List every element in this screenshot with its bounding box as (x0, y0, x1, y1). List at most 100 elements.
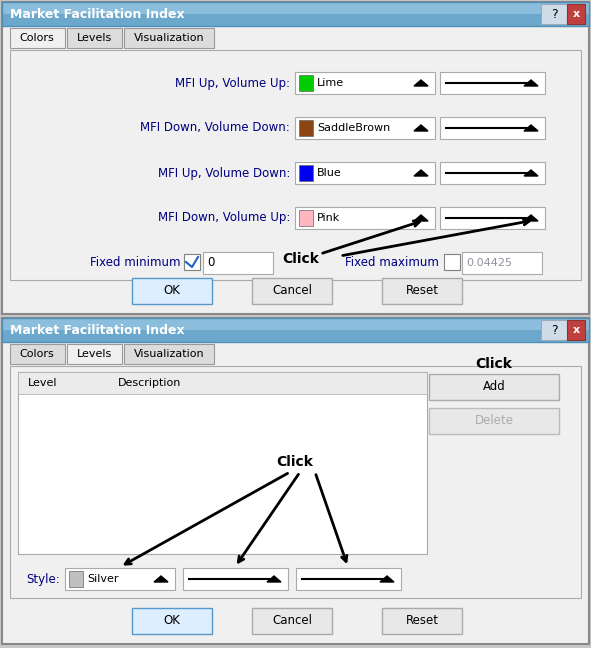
Bar (2, 318, 589, 330)
Text: Click: Click (277, 455, 313, 469)
Bar (295, 72, 435, 94)
Text: Pink: Pink (317, 213, 340, 223)
Text: x: x (573, 9, 580, 19)
Bar (10, 366, 581, 598)
Bar (295, 207, 435, 229)
Polygon shape (524, 80, 538, 86)
Text: Lime: Lime (317, 78, 344, 88)
Polygon shape (154, 576, 168, 582)
Text: MFI Down, Volume Down:: MFI Down, Volume Down: (140, 122, 290, 135)
Bar (429, 374, 559, 400)
Text: Fixed maximum: Fixed maximum (345, 257, 439, 270)
Bar (2, 14, 589, 26)
Bar (462, 252, 542, 274)
Bar (299, 210, 313, 226)
Bar (124, 28, 214, 48)
Bar (2, 2, 589, 26)
Bar (567, 4, 585, 24)
Polygon shape (524, 170, 538, 176)
Polygon shape (414, 170, 428, 176)
Polygon shape (524, 125, 538, 131)
Text: Delete: Delete (475, 415, 514, 428)
Text: Visualization: Visualization (134, 349, 204, 359)
Text: Levels: Levels (76, 349, 112, 359)
Bar (2, 318, 589, 342)
Text: Style:: Style: (26, 572, 60, 586)
Bar (541, 320, 567, 340)
Text: OK: OK (164, 614, 180, 627)
Bar (184, 254, 200, 270)
Text: Click: Click (476, 357, 512, 371)
Bar (295, 162, 435, 184)
Text: MFI Up, Volume Down:: MFI Up, Volume Down: (158, 167, 290, 179)
Bar (295, 117, 435, 139)
Text: OK: OK (164, 284, 180, 297)
Bar (124, 344, 214, 364)
Text: Fixed minimum: Fixed minimum (89, 257, 180, 270)
Bar (296, 568, 401, 590)
Bar (252, 278, 332, 304)
Bar (440, 207, 545, 229)
Bar (18, 372, 427, 394)
Bar (382, 608, 462, 634)
Bar (299, 120, 313, 136)
Bar (440, 162, 545, 184)
Text: ?: ? (551, 8, 557, 21)
Text: Level: Level (28, 378, 57, 388)
Bar (429, 408, 559, 434)
Bar (2, 318, 589, 644)
Bar (382, 278, 462, 304)
Text: MFI Down, Volume Up:: MFI Down, Volume Up: (158, 211, 290, 224)
Bar (10, 50, 581, 280)
Bar (2, 2, 589, 314)
Bar (132, 608, 212, 634)
Bar (444, 254, 460, 270)
Text: Cancel: Cancel (272, 284, 312, 297)
Text: Visualization: Visualization (134, 33, 204, 43)
Bar (440, 117, 545, 139)
Bar (299, 165, 313, 181)
Text: Blue: Blue (317, 168, 342, 178)
Bar (10, 28, 65, 48)
Bar (18, 372, 427, 554)
Bar (2, 330, 589, 342)
Bar (67, 344, 122, 364)
Text: ?: ? (551, 323, 557, 336)
Text: Description: Description (118, 378, 181, 388)
Text: Silver: Silver (87, 574, 119, 584)
Polygon shape (524, 215, 538, 221)
Text: 0: 0 (207, 257, 215, 270)
Bar (69, 571, 83, 587)
Bar (567, 320, 585, 340)
Bar (132, 278, 212, 304)
Bar (541, 4, 567, 24)
Text: Colors: Colors (20, 33, 54, 43)
Text: Levels: Levels (76, 33, 112, 43)
Text: Click: Click (282, 252, 319, 266)
Text: MFI Up, Volume Up:: MFI Up, Volume Up: (175, 76, 290, 89)
Bar (2, 2, 589, 14)
Bar (67, 28, 122, 48)
Bar (440, 72, 545, 94)
Text: Cancel: Cancel (272, 614, 312, 627)
Text: Add: Add (483, 380, 505, 393)
Bar (65, 568, 175, 590)
Polygon shape (414, 80, 428, 86)
Text: Market Facilitation Index: Market Facilitation Index (10, 323, 184, 336)
Bar (10, 344, 65, 364)
Bar (299, 75, 313, 91)
Text: Market Facilitation Index: Market Facilitation Index (10, 8, 184, 21)
Polygon shape (414, 125, 428, 131)
Polygon shape (414, 215, 428, 221)
Bar (252, 608, 332, 634)
Polygon shape (267, 576, 281, 582)
Bar (203, 252, 273, 274)
Text: Colors: Colors (20, 349, 54, 359)
Text: Reset: Reset (405, 614, 439, 627)
Text: 0.04425: 0.04425 (466, 258, 512, 268)
Bar (183, 568, 288, 590)
Text: Reset: Reset (405, 284, 439, 297)
Text: x: x (573, 325, 580, 335)
Text: SaddleBrown: SaddleBrown (317, 123, 390, 133)
Polygon shape (380, 576, 394, 582)
